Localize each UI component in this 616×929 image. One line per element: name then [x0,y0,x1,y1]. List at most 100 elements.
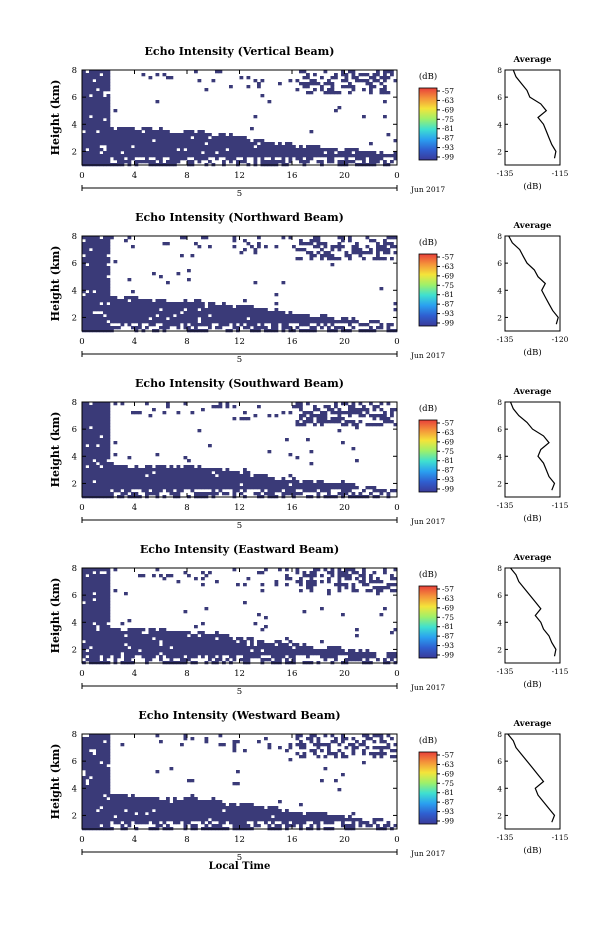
echo-cell [271,154,275,158]
colorbar-tick-label: -69 [442,105,454,114]
y-tick-label: 4 [72,452,77,462]
echo-cell [299,239,303,243]
echo-cell [197,800,202,804]
echo-cell [222,652,226,656]
echo-cell [379,580,384,584]
echo-cell [162,628,167,632]
echo-cell [134,628,139,632]
echo-cell [320,317,324,321]
echo-cell [386,743,391,747]
echo-cell [229,812,233,816]
echo-cell [239,305,244,309]
echo-cell [131,477,135,481]
echo-cell [208,637,212,641]
echo-cell [138,634,142,638]
echo-cell [295,568,300,572]
echo-cell [120,139,125,143]
echo-cell [99,640,104,644]
echo-cell [194,797,198,801]
echo-cell [85,474,90,478]
echo-cell [376,592,380,596]
echo-cell [299,405,303,409]
echo-cell [260,646,265,650]
echo-cell [208,658,212,662]
echo-cell [106,94,111,98]
echo-cell [236,148,240,152]
echo-cell [183,314,188,318]
echo-cell [120,800,125,804]
echo-cell [313,571,317,575]
echo-cell [267,480,272,484]
echo-cell [180,809,184,813]
echo-cell [103,456,107,460]
echo-cell [229,640,233,644]
echo-cell [138,311,142,315]
echo-cell [285,483,289,487]
echo-cell [180,800,184,804]
heatmap [82,734,398,831]
echo-cell [85,643,90,647]
echo-cell [106,402,111,406]
echo-cell [89,610,93,614]
echo-cell [106,284,111,288]
echo-cell [159,800,163,804]
echo-cell [323,314,328,318]
echo-cell [99,130,104,134]
echo-cell [96,124,100,128]
echo-cell [390,408,394,412]
echo-cell [260,145,265,149]
avg-y-tick-label: 2 [497,313,502,322]
echo-cell [117,489,121,493]
echo-cell [89,746,93,750]
echo-cell [327,251,331,255]
echo-cell [103,752,107,756]
echo-cell [99,770,104,774]
echo-cell [330,821,335,825]
echo-cell [89,758,93,762]
echo-cell [281,649,286,653]
echo-cell [85,296,90,300]
echo-cell [243,477,247,481]
echo-cell [246,815,251,819]
echo-cell [215,483,219,487]
echo-cell [141,800,146,804]
echo-cell [82,100,86,104]
echo-cell [96,637,100,641]
echo-cell [117,317,121,321]
echo-cell [204,471,209,475]
echo-cell [197,631,202,635]
echo-cell [138,803,142,807]
echo-cell [327,408,331,412]
echo-cell [145,133,149,137]
x-tick-label: 0 [394,171,399,181]
echo-cell [281,492,286,496]
echo-cell [197,245,202,249]
echo-cell [124,815,128,819]
echo-cell [309,737,314,741]
echo-cell [183,815,188,819]
x-tick-label: 4 [132,835,137,845]
echo-cell [201,815,205,819]
echo-cell [327,317,331,321]
echo-cell [169,489,174,493]
x-tick-label: 0 [394,503,399,513]
echo-cell [393,236,398,240]
echo-cell [131,649,135,653]
echo-cell [320,254,324,258]
echo-cell [131,637,135,641]
y-tick-label: 2 [72,479,77,489]
echo-cell [82,749,86,753]
echo-cell [264,821,268,825]
echo-cell [281,646,286,650]
echo-cell [327,815,331,819]
echo-cell [194,305,198,309]
echo-cell [215,145,219,149]
echo-cell [337,106,342,110]
echo-cell [169,320,174,324]
echo-cell [96,121,100,125]
echo-cell [215,314,219,318]
echo-cell [162,815,167,819]
echo-cell [103,824,107,828]
echo-cell [103,133,107,137]
echo-cell [292,824,296,828]
